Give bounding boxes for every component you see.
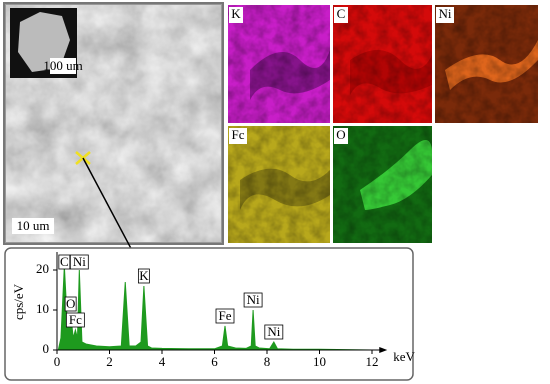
- peak-label-box: [215, 308, 235, 324]
- map-label: K: [231, 6, 241, 21]
- x-axis-arrow: [379, 347, 388, 353]
- x-tick-label: 0: [54, 354, 61, 369]
- map-c: C: [333, 5, 432, 123]
- map-noise: [228, 126, 330, 243]
- peak-label: Ni: [247, 292, 260, 307]
- map-label-box: [334, 7, 348, 23]
- peak-label: K: [139, 268, 149, 283]
- map-fe: Fc: [228, 126, 330, 243]
- map-noise: [333, 5, 432, 123]
- peak-label-box: [58, 254, 71, 270]
- map-label-box: [334, 128, 348, 144]
- map-label-box: [229, 7, 243, 23]
- map-label: C: [337, 6, 346, 21]
- x-tick-label: 10: [313, 354, 326, 369]
- map-k: K: [228, 5, 330, 123]
- peak-label-box: [65, 312, 85, 328]
- y-tick-label: 20: [36, 261, 49, 276]
- peak-label: O: [66, 296, 75, 311]
- y-tick-label: 10: [36, 301, 49, 316]
- x-tick-label: 8: [264, 354, 271, 369]
- inset-scale: 100 um: [43, 58, 82, 73]
- map-noise: [333, 126, 432, 243]
- x-tick-label: 2: [106, 354, 113, 369]
- spectrum-area: [57, 265, 373, 351]
- map-label: Fc: [232, 127, 245, 142]
- map-noise: [228, 5, 330, 123]
- map-o: O: [333, 126, 432, 243]
- map-noise: [435, 5, 538, 123]
- main-scale-box: [12, 218, 54, 234]
- main-scale: 10 um: [17, 218, 50, 233]
- peak-label: Ni: [73, 254, 86, 269]
- x-axis-label: keV: [393, 349, 415, 364]
- map-ni: Ni: [435, 5, 538, 123]
- peak-label-box: [69, 254, 89, 270]
- arrow-line: [82, 157, 136, 257]
- x-tick-label: 6: [211, 354, 218, 369]
- peak-label-box: [264, 324, 284, 340]
- peak-label: Ni: [267, 324, 280, 339]
- spectrum-plot: 0 10 20 0 2 4 6 8 10 12 keV cps/eV C Ni OFc K Fe Ni Ni: [11, 252, 416, 369]
- peak-label: C: [60, 254, 69, 269]
- y-tick-label: 0: [43, 341, 50, 356]
- peak-label: Fe: [219, 308, 232, 323]
- map-label-box: [229, 128, 247, 144]
- y-axis-label: cps/eV: [11, 283, 26, 320]
- map-label: Ni: [439, 6, 452, 21]
- peak-label-box: [64, 296, 77, 312]
- x-tick-label: 4: [159, 354, 166, 369]
- inset-scale-box: [50, 58, 76, 74]
- inset-particle: [18, 12, 70, 72]
- peak-label-box: [243, 292, 263, 308]
- peak-label: Fc: [69, 312, 82, 327]
- map-label-box: [436, 7, 454, 23]
- peak-label-box: [137, 268, 150, 284]
- x-tick-label: 12: [366, 354, 379, 369]
- map-label: O: [336, 127, 345, 142]
